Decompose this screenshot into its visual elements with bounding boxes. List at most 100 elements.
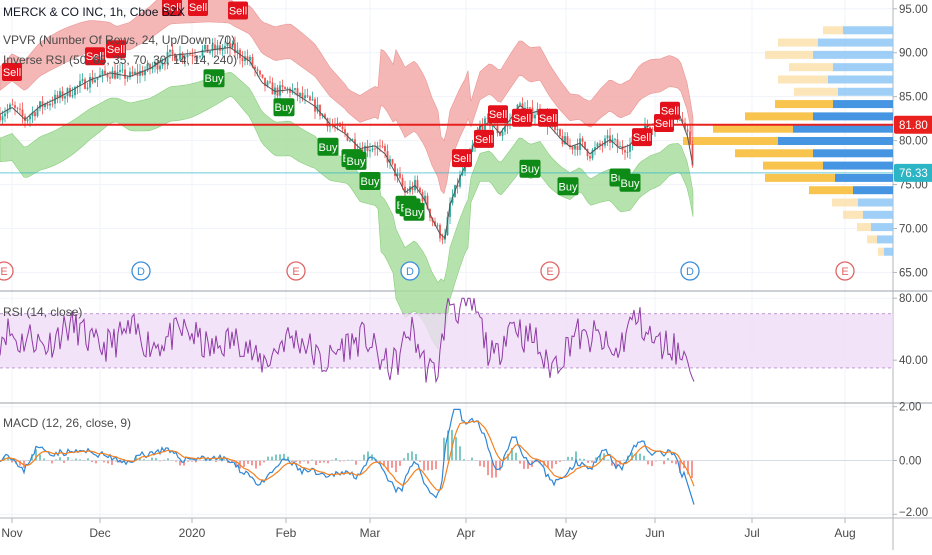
candle-body — [52, 104, 54, 105]
event-label: E — [841, 266, 848, 278]
y-axis[interactable]: 95.0090.0085.0080.0075.0070.0065.0080.00… — [893, 4, 928, 519]
candle-body — [384, 146, 386, 151]
macd-histogram-bar — [459, 446, 461, 460]
y-tick-label: 90.00 — [899, 48, 928, 60]
sell-signal-marker: Sell — [660, 102, 680, 120]
candle-body — [284, 87, 286, 89]
volume-profile-up-bar — [871, 223, 893, 231]
volume-profile-down-bar — [775, 100, 833, 108]
volume-profile-down-bar — [878, 248, 884, 256]
volume-profile-down-bar — [823, 26, 843, 34]
volume-profile-up-bar — [823, 162, 893, 170]
candle-body — [319, 105, 321, 116]
volume-profile-down-bar — [763, 162, 823, 170]
dividend-event-marker: D — [132, 262, 150, 280]
candle-body — [589, 156, 591, 158]
macd-histogram-bar — [395, 461, 397, 473]
x-tick-label: May — [555, 526, 578, 540]
volume-profile-down-bar — [832, 199, 858, 207]
candle-body — [687, 130, 689, 132]
candle-body — [392, 159, 394, 163]
candle-body — [29, 116, 31, 119]
macd-histogram-bar — [555, 461, 557, 465]
signal-label: Sell — [453, 153, 471, 165]
candle-body — [607, 135, 609, 138]
volume-profile-down-bar — [765, 174, 835, 182]
candle-body — [299, 93, 301, 96]
signal-label: Sell — [633, 132, 651, 144]
dividend-event-marker: D — [681, 262, 699, 280]
x-tick-label: Apr — [457, 526, 476, 540]
volume-profile-down-bar — [809, 186, 853, 194]
candle-body — [102, 71, 104, 75]
candle-body — [114, 71, 116, 79]
event-label: D — [686, 266, 694, 278]
volume-profile-down-bar — [745, 112, 813, 120]
candle-body — [294, 88, 296, 90]
macd-histogram-bar — [411, 451, 413, 460]
candle-body — [0, 114, 1, 120]
macd-legend: MACD (12, 26, close, 9) — [3, 416, 131, 430]
signal-label: Buy — [275, 102, 294, 114]
candle-body — [519, 103, 521, 104]
candle-body — [369, 150, 371, 151]
candle-body — [47, 104, 49, 106]
buy-signal-marker: Buy — [360, 172, 381, 190]
vpvr-legend: VPVR (Number Of Rows, 24, Up/Down, 70) — [3, 33, 235, 47]
signal-label: Sell — [539, 113, 557, 125]
y-tick-label: 65.00 — [899, 267, 928, 279]
last-price-badge: 76.33 — [894, 164, 932, 182]
buy-signal-marker: Buy — [404, 203, 425, 221]
macd-histogram-bar — [483, 461, 485, 468]
buy-signal-marker: Buy — [318, 138, 339, 156]
macd-histogram-bar — [551, 461, 553, 469]
earnings-event-marker: E — [836, 262, 854, 280]
candle-body — [139, 71, 141, 76]
x-tick-label: 2020 — [179, 526, 206, 540]
candle-body — [122, 70, 124, 71]
candle-body — [287, 89, 289, 90]
candle-body — [272, 83, 274, 95]
candle-body — [372, 149, 374, 150]
candle-body — [104, 71, 106, 74]
candle-body — [69, 88, 71, 97]
rsi-legend: RSI (14, close) — [3, 305, 82, 319]
volume-profile-down-bar — [778, 75, 828, 83]
signal-label: Buy — [361, 176, 380, 188]
sell-signal-marker: Sell — [228, 2, 248, 20]
sell-signal-marker: Sell — [452, 149, 472, 167]
candle-body — [602, 145, 604, 146]
signal-label: Sell — [655, 118, 673, 130]
volume-profile-up-bar — [863, 211, 893, 219]
candle-body — [22, 110, 24, 117]
macd-histogram-bar — [519, 461, 521, 464]
macd-histogram-bar — [95, 461, 97, 464]
y-tick-label: 80.00 — [899, 136, 928, 148]
sell-signal-marker: Sell — [188, 0, 208, 16]
signal-label: Sell — [489, 109, 507, 121]
event-label: D — [406, 266, 414, 278]
candle-body — [134, 72, 136, 74]
macd-histogram-bar — [515, 453, 517, 461]
volume-profile-up-bar — [793, 125, 893, 133]
macd-histogram-bar — [363, 455, 365, 461]
candle-body — [379, 146, 381, 147]
earnings-event-marker: E — [0, 262, 13, 280]
signal-label: Sell — [229, 6, 247, 18]
sell-signal-marker: Sell — [474, 130, 494, 148]
macd-histogram-bar — [251, 461, 253, 466]
earnings-event-marker: E — [541, 262, 559, 280]
candle-body — [19, 109, 21, 110]
sell-signal-marker: Sell — [512, 109, 532, 127]
candle-body — [94, 80, 96, 83]
event-label: E — [546, 266, 553, 278]
macd-histogram-bar — [643, 456, 645, 461]
buy-signal-marker: Buy — [346, 152, 367, 170]
candle-body — [282, 85, 284, 87]
candle-body — [242, 58, 244, 61]
volume-profile-up-bar — [843, 26, 893, 34]
y-tick-label: 80.00 — [899, 293, 928, 305]
